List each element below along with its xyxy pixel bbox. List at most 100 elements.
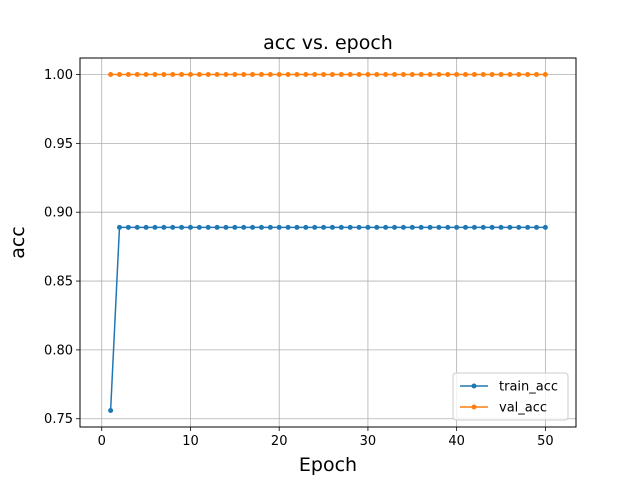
y-tick-label: 0.75 (44, 412, 73, 427)
val-acc-point (383, 72, 389, 78)
val-acc-point (294, 72, 300, 78)
series-train-acc (108, 224, 548, 413)
train-acc-point (507, 224, 513, 230)
series-val-acc (108, 72, 548, 78)
y-tick-label: 0.85 (44, 275, 73, 290)
x-tick-label: 0 (98, 434, 106, 449)
val-acc-point (161, 72, 167, 78)
train-acc-point (285, 224, 291, 230)
val-acc-point (134, 72, 140, 78)
train-acc-point (534, 224, 540, 230)
val-acc-point (108, 72, 114, 78)
train-acc-point (480, 224, 486, 230)
train-acc-point (454, 224, 460, 230)
val-acc-point (445, 72, 451, 78)
train-acc-point (214, 224, 220, 230)
train-acc-point (338, 224, 344, 230)
train-acc-point (241, 224, 247, 230)
train-acc-point (418, 224, 424, 230)
val-acc-point (116, 72, 122, 78)
train-acc-point (303, 224, 309, 230)
legend-label-train-acc: train_acc (499, 380, 558, 395)
val-acc-point (525, 72, 531, 78)
train-acc-point (125, 224, 131, 230)
train-acc-point (516, 224, 522, 230)
train-acc-point (276, 224, 282, 230)
train-acc-point (250, 224, 256, 230)
train-acc-point (374, 224, 380, 230)
train-acc-point (321, 224, 327, 230)
val-acc-point (267, 72, 273, 78)
val-acc-point (418, 72, 424, 78)
train-acc-point (258, 224, 264, 230)
val-acc-point (205, 72, 211, 78)
train-acc-point (108, 407, 114, 413)
val-acc-point (285, 72, 291, 78)
train-acc-point (463, 224, 469, 230)
val-acc-point (374, 72, 380, 78)
val-acc-point (241, 72, 247, 78)
train-acc-point (116, 224, 122, 230)
x-axis-title: Epoch (299, 454, 357, 476)
chart-title: acc vs. epoch (263, 32, 393, 54)
y-axis-title: acc (7, 226, 29, 259)
val-acc-point (507, 72, 513, 78)
train-acc-point (445, 224, 451, 230)
val-acc-point (250, 72, 256, 78)
val-acc-point (436, 72, 442, 78)
train-acc-point (152, 224, 158, 230)
train-acc-point (294, 224, 300, 230)
train-acc-point (400, 224, 406, 230)
x-tick-label: 30 (360, 434, 377, 449)
y-tick-label: 0.80 (44, 343, 73, 358)
val-acc-point (516, 72, 522, 78)
legend-box (452, 372, 569, 421)
train-acc-point (267, 224, 273, 230)
val-acc-point (179, 72, 185, 78)
x-tick-label: 40 (448, 434, 465, 449)
train-acc-point (356, 224, 362, 230)
val-acc-point (214, 72, 220, 78)
val-acc-point (480, 72, 486, 78)
train-acc-point (427, 224, 433, 230)
train-acc-point (365, 224, 371, 230)
train-acc-point (134, 224, 140, 230)
x-tick-label: 10 (182, 434, 199, 449)
val-acc-point (347, 72, 353, 78)
val-acc-point (152, 72, 158, 78)
val-acc-point (471, 72, 477, 78)
train-acc-point (143, 224, 149, 230)
train-acc-point (170, 224, 176, 230)
train-acc-point (498, 224, 504, 230)
val-acc-point (409, 72, 415, 78)
legend-label-val-acc: val_acc (499, 401, 547, 416)
y-tick-label: 1.00 (44, 68, 73, 83)
train-acc-point (232, 224, 238, 230)
train-acc-point (471, 224, 477, 230)
val-acc-point (498, 72, 504, 78)
val-acc-point (276, 72, 282, 78)
train-acc-point (205, 224, 211, 230)
val-acc-point (143, 72, 149, 78)
ticks: 0 10 20 30 40 50 0.75 0.80 0.85 0.90 0.95 1.00 (44, 68, 554, 449)
val-acc-point (392, 72, 398, 78)
train-acc-point (383, 224, 389, 230)
train-acc-point (436, 224, 442, 230)
train-acc-point (187, 224, 193, 230)
val-acc-point (534, 72, 540, 78)
val-acc-point (454, 72, 460, 78)
train-acc-point (312, 224, 318, 230)
train-acc-point (542, 224, 548, 230)
series-layer (108, 72, 548, 413)
plot-frame (79, 57, 577, 428)
val-acc-point (463, 72, 469, 78)
grid (80, 58, 576, 427)
train-acc-point (196, 224, 202, 230)
val-acc-point (170, 72, 176, 78)
val-acc-point (125, 72, 131, 78)
val-acc-point (223, 72, 229, 78)
legend-marker-train-acc (471, 383, 477, 389)
legend-marker-val-acc (471, 404, 477, 410)
val-acc-point (321, 72, 327, 78)
